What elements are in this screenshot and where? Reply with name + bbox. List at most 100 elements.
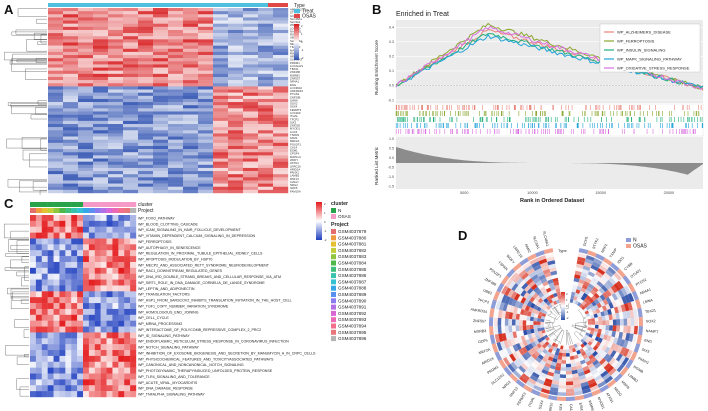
a-heatmap-cell [63,76,79,81]
a-heatmap-cell [228,36,244,40]
d-ring-cell [503,340,510,349]
c-heatmap-cell [59,344,66,351]
d-ring-cell [552,277,559,283]
a-heatmap-cell [138,67,154,71]
d-gene-label: NAMPT [646,329,660,334]
c-cluster-bar [59,202,66,207]
a-heatmap-cell [78,127,94,131]
c-heatmap-cell [30,320,37,327]
d-ring-cell [536,306,542,312]
d-ring-cell [538,258,548,265]
d-ring-cell [551,349,556,355]
a-gene-label: LOC9910 [290,86,302,90]
a-heatmap-cell [198,117,214,122]
a-heatmap-cell [213,186,229,191]
d-ring-cell [549,364,556,370]
c-heatmap-cell [88,344,95,351]
a-heatmap-cell [123,142,139,147]
a-heatmap-cell [93,149,109,153]
a-row-dendrogram [4,8,47,195]
c-heatmap-cell [65,344,72,351]
c-heatmap-cell [59,285,66,292]
a-dendro-branch [11,58,47,72]
d-ring-cell [533,277,541,284]
c-project-bar [118,208,125,213]
c-pathway-labels: WP_FOXO_PATHWAYWP_BLOOD_CLOTTING_CASCADE… [138,216,316,396]
c-heatmap-cell [41,220,48,227]
a-gene-label: MAFB [290,48,298,52]
c-heatmap-cell [71,244,78,251]
c-heatmap-cell [65,373,72,380]
c-cluster-bar [100,202,107,207]
d-ring-cell [533,345,540,351]
d-ring-cell [551,289,557,295]
b-legend-label: WP_MAPK_SIGNALING_PATHWAY [617,56,682,61]
a-heatmap-cell [138,136,154,140]
d-ring-cell [580,381,589,388]
c-heatmap-cell [118,314,125,321]
a-heatmap-cell [183,155,199,159]
a-heatmap-cell [108,58,124,62]
d-ring-cell [539,372,548,379]
a-gene-label: ANKRD34 [290,89,303,93]
d-ring-cell [622,348,630,357]
a-heatmap-cell [93,108,109,112]
c-heatmap-cell [88,250,95,257]
b-title: Enriched in Treat [396,11,449,18]
c-heatmap-cell [30,285,37,292]
d-ring-cell [532,298,538,305]
c-heatmap-cell [30,367,37,374]
a-heatmap-cell [213,45,229,49]
d-type-cell [619,366,629,376]
c-pathway-label: WP_BLOOD_CLOTTING_CASCADE [138,222,199,226]
a-heatmap-cell [108,111,124,115]
d-ring-cell [595,271,604,279]
a-heatmap-cell [228,95,244,100]
a-heatmap-cell [183,92,199,96]
d-type-cell [547,394,558,401]
d-ring-cell [580,343,586,349]
a-heatmap-cell [198,183,214,187]
c-heatmap-cell [41,244,48,251]
c-dendro-branch [14,319,29,328]
a-heatmap-cell [153,164,169,169]
a-heatmap-cell [243,89,259,93]
a-heatmap-cell [153,33,169,37]
c-pathway-label: WP_MRNA_PROCESSING [138,322,183,326]
d-ring-cell [538,274,546,281]
c-heatmap-cell [130,344,137,351]
c-heatmap-cell [47,308,54,316]
d-ring-cell [582,388,592,394]
a-heatmap-cell [123,73,139,78]
d-ring-cell [603,310,609,316]
a-heatmap-cell [123,55,139,59]
d-ring-cell [537,255,547,262]
d-ring-cell [552,376,560,382]
d-ring-cell [508,312,514,320]
a-dendro-branch [17,8,47,17]
a-heatmap-cell [78,33,94,37]
a-heatmap-cell [138,98,154,103]
c-heatmap-cell [118,273,125,280]
c-heatmap-cell [106,261,113,269]
c-heatmap-cell [112,285,119,292]
d-ring-cell [520,362,529,371]
a-heatmap-cell [48,80,64,84]
d-gene-label: CA14 [569,404,574,411]
a-heatmap-cell [153,17,169,21]
d-ring-cell [510,338,516,346]
a-heatmap-cell [153,61,169,65]
a-heatmap-cell [123,130,139,134]
d-ring-cell [584,338,590,344]
c-heatmap-cell [88,273,95,280]
c-heatmap-cell [47,344,54,351]
c-heatmap-cell [41,261,48,269]
a-gene-label: ZNF557 [290,76,301,80]
c-heatmap-cell [41,332,48,339]
a-heatmap-cell [138,167,154,172]
d-ring-cell [584,310,590,315]
a-heatmap-cell [273,117,289,122]
d-ring-cell [600,370,609,378]
d-ring-cell [497,317,502,326]
d-ring-cell [576,285,582,291]
